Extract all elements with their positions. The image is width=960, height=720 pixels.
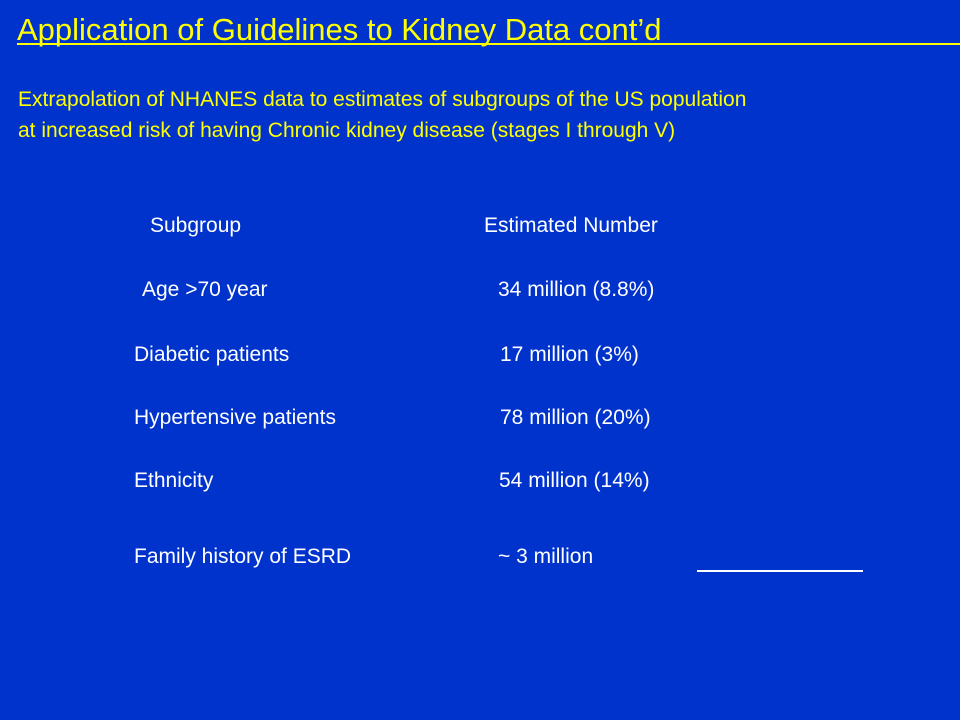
subtitle-line-1: Extrapolation of NHANES data to estimate… <box>18 88 747 111</box>
row-subgroup-hypertensive: Hypertensive patients <box>134 406 336 429</box>
row-estimate-ethnicity: 54 million (14%) <box>499 469 650 492</box>
row-subgroup-ethnicity: Ethnicity <box>134 469 214 492</box>
row-estimate-hypertensive: 78 million (20%) <box>500 406 651 429</box>
row-subgroup-diabetic: Diabetic patients <box>134 343 290 366</box>
row-subgroup-family-history: Family history of ESRD <box>134 545 352 568</box>
blank-underline <box>697 570 863 572</box>
slide-subtitle: Extrapolation of NHANES data to estimate… <box>18 84 948 146</box>
header-estimated-number: Estimated Number <box>484 214 658 237</box>
subtitle-line-2: at increased risk of having Chronic kidn… <box>18 119 676 142</box>
row-subgroup-age: Age >70 year <box>142 278 268 301</box>
row-estimate-diabetic: 17 million (3%) <box>500 343 639 366</box>
row-estimate-family-history: ~ 3 million <box>498 545 594 568</box>
title-underline <box>17 43 960 45</box>
slide-title: Application of Guidelines to Kidney Data… <box>17 12 662 47</box>
header-subgroup: Subgroup <box>150 214 242 237</box>
row-estimate-age: 34 million (8.8%) <box>498 278 655 301</box>
